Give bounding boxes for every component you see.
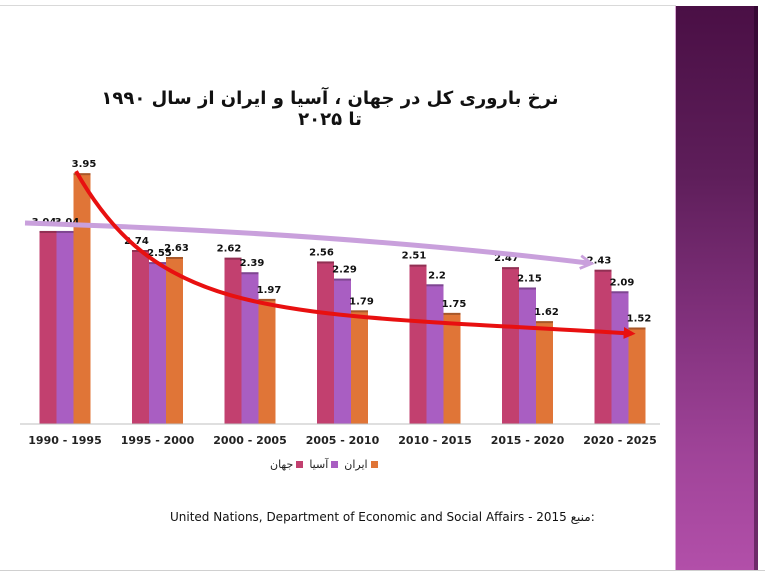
- data-label-world-5: 2.47: [494, 253, 519, 264]
- bar-iran-5: [536, 321, 553, 424]
- bar-asia-6: [611, 291, 629, 424]
- x-tick-label-0: 1990 - 1995: [28, 434, 101, 447]
- bar-asia-4: [426, 284, 444, 424]
- bar-iran-0: [73, 173, 91, 424]
- data-label-asia-4: 2.2: [428, 270, 446, 281]
- bar-top-edge: [258, 298, 276, 301]
- bar-top-edge: [56, 230, 74, 233]
- bar-top-edge: [241, 272, 259, 275]
- bar-top-edge: [628, 327, 646, 330]
- legend-swatch-world: [296, 461, 304, 468]
- bar-world-6: [594, 269, 612, 424]
- bar-asia-0: [56, 230, 74, 424]
- data-label-world-2: 2.62: [217, 244, 242, 255]
- x-tick-labels: 1990 - 1995 1995 - 2000 2000 - 2005 2005 - …: [28, 434, 656, 447]
- legend-label-world: جهان: [270, 458, 294, 471]
- data-label-iran-6: 1.52: [627, 313, 652, 324]
- legend-item-world: جهان: [270, 458, 304, 471]
- bars-layer: [39, 173, 646, 424]
- bottom-border: [0, 570, 765, 571]
- legend-label-iran: ایران: [344, 458, 368, 471]
- bar-world-4: [409, 264, 427, 424]
- source-citation: United Nations, Department of Economic a…: [170, 510, 595, 524]
- x-tick-label-1: 1995 - 2000: [121, 434, 195, 447]
- bar-world-1: [132, 250, 149, 424]
- x-tick-label-3: 2005 - 2010: [306, 434, 380, 447]
- bar-top-edge: [351, 310, 368, 313]
- bar-world-2: [224, 257, 242, 424]
- bar-top-edge: [443, 312, 461, 315]
- x-tick-label-2: 2000 - 2005: [213, 434, 286, 447]
- decorative-side-panel: [676, 6, 758, 570]
- trend-arrow-asia: [24, 220, 595, 270]
- source-text: United Nations, Department of Economic a…: [170, 510, 567, 524]
- x-tick-label-6: 2020 - 2025: [583, 434, 656, 447]
- data-label-iran-5: 1.62: [534, 307, 559, 318]
- data-label-asia-6: 2.09: [610, 277, 635, 288]
- bar-world-3: [317, 261, 334, 424]
- data-label-iran-2: 1.97: [257, 285, 282, 296]
- x-tick-label-5: 2015 - 2020: [491, 434, 565, 447]
- side-panel-edge: [675, 6, 676, 570]
- data-labels: 3.043.043.952.742.552.63 2.622.391.972.56…: [32, 159, 652, 324]
- x-tick-label-4: 2010 - 2015: [398, 434, 471, 447]
- chart-legend: جهان آسیا ایران: [270, 458, 378, 471]
- bar-top-edge: [317, 261, 334, 264]
- bar-iran-1: [166, 256, 183, 424]
- data-label-iran-3: 1.79: [349, 296, 374, 307]
- bar-top-edge: [594, 269, 612, 272]
- bar-world-0: [39, 230, 57, 424]
- bar-iran-4: [443, 312, 461, 424]
- data-label-iran-1: 2.63: [164, 243, 189, 254]
- bar-chart: 1990 - 1995 1995 - 2000 2000 - 2005 2005 - …: [20, 159, 660, 447]
- chart-title: نرخ باروری کل در جهان ، آسیا و ایران از …: [101, 88, 559, 130]
- bar-top-edge: [536, 321, 553, 324]
- bar-asia-1: [149, 262, 166, 424]
- legend-label-asia: آسیا: [309, 458, 329, 471]
- data-label-asia-5: 2.15: [517, 273, 542, 284]
- bar-top-edge: [519, 287, 536, 290]
- source-prefix: منبع:: [570, 510, 595, 524]
- bar-top-edge: [334, 278, 351, 281]
- bar-top-edge: [224, 257, 242, 260]
- data-label-asia-1: 2.55: [147, 248, 172, 259]
- bar-iran-2: [258, 298, 276, 424]
- trend-arrows: [24, 170, 636, 339]
- bar-top-edge: [611, 291, 629, 294]
- legend-swatch-iran: [370, 461, 378, 468]
- bar-iran-6: [628, 327, 646, 424]
- legend-swatch-asia: [331, 461, 339, 468]
- legend-item-asia: آسیا: [309, 458, 339, 471]
- data-label-asia-2: 2.39: [240, 258, 265, 269]
- bar-top-edge: [73, 173, 91, 176]
- bar-top-edge: [502, 267, 519, 270]
- data-label-world-4: 2.51: [402, 251, 427, 262]
- trend-arrow-iran: [74, 170, 636, 339]
- data-label-world-3: 2.56: [309, 247, 334, 258]
- data-label-world-1: 2.74: [124, 236, 149, 247]
- data-label-world-6: 2.43: [587, 256, 612, 267]
- bar-top-edge: [409, 264, 427, 267]
- bar-world-5: [502, 267, 519, 424]
- bar-asia-2: [241, 272, 259, 424]
- bar-asia-5: [519, 287, 536, 424]
- bar-top-edge: [426, 284, 444, 287]
- data-label-asia-3: 2.29: [332, 265, 357, 276]
- legend-item-iran: ایران: [344, 458, 378, 471]
- data-label-iran-4: 1.75: [442, 299, 467, 310]
- bar-top-edge: [166, 256, 183, 259]
- bar-top-edge: [39, 230, 57, 233]
- top-border: [0, 5, 676, 6]
- bar-iran-3: [351, 310, 368, 424]
- data-label-iran-0: 3.95: [72, 159, 97, 170]
